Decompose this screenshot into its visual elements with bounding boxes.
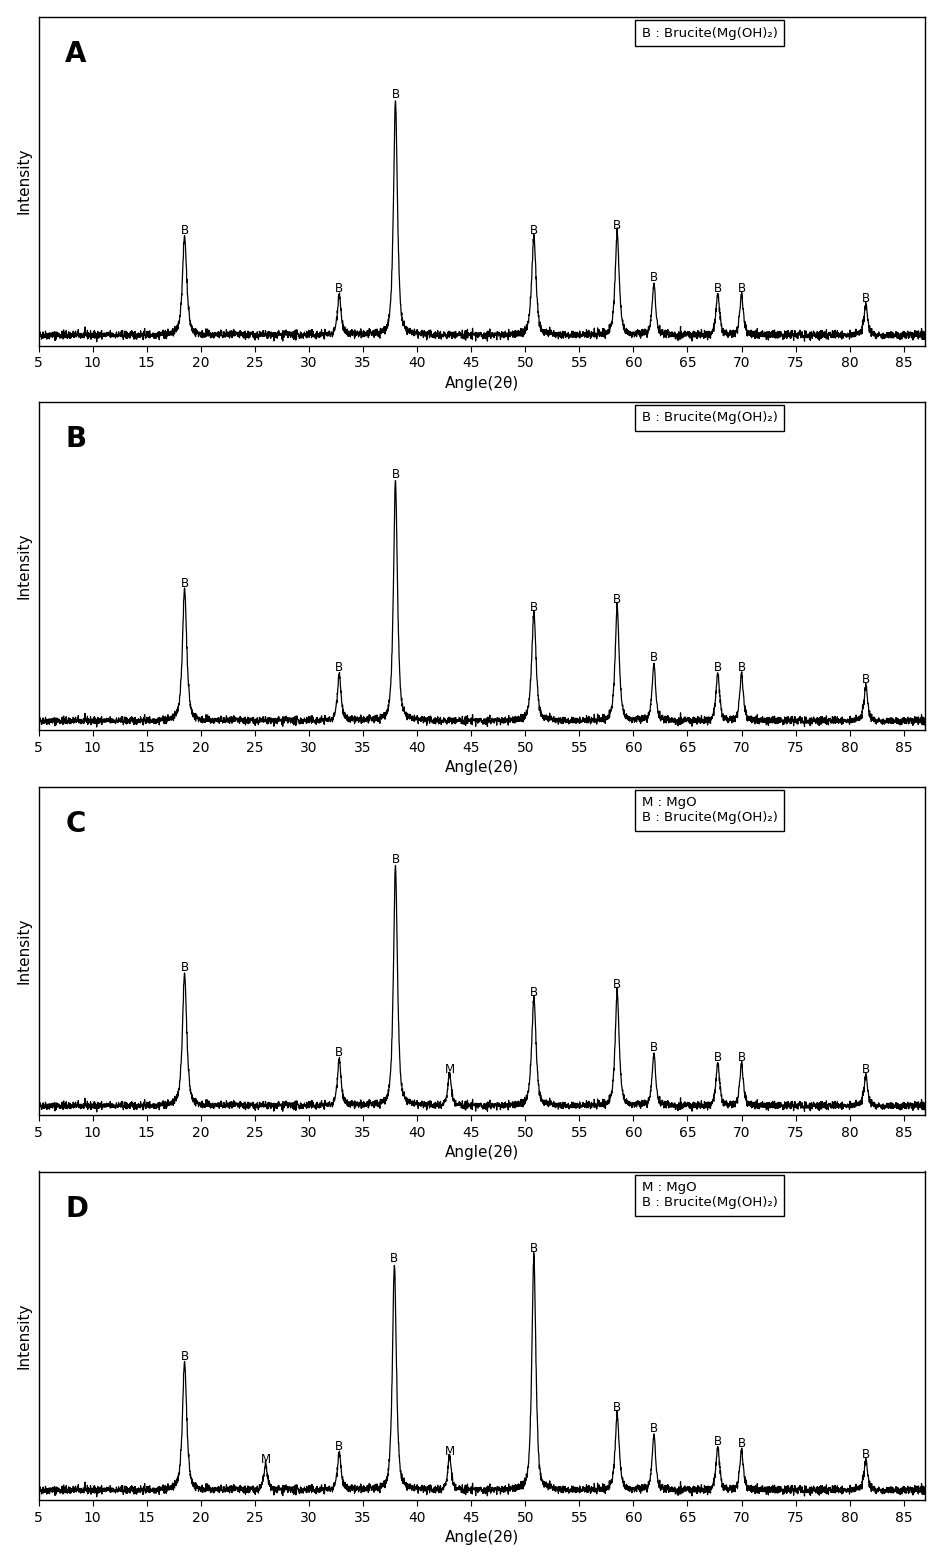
Text: B: B bbox=[738, 661, 745, 673]
Y-axis label: Intensity: Intensity bbox=[17, 148, 32, 214]
Text: B: B bbox=[613, 1401, 621, 1414]
Text: M: M bbox=[261, 1453, 270, 1465]
Text: B: B bbox=[391, 853, 399, 865]
Text: A: A bbox=[65, 39, 87, 67]
Text: B: B bbox=[390, 1253, 398, 1265]
Text: B: B bbox=[714, 281, 722, 295]
Text: M: M bbox=[445, 1445, 455, 1457]
Text: B: B bbox=[862, 292, 869, 305]
Y-axis label: Intensity: Intensity bbox=[17, 918, 32, 984]
X-axis label: Angle(2θ): Angle(2θ) bbox=[445, 1531, 519, 1545]
Text: B: B bbox=[181, 962, 188, 975]
Text: B: B bbox=[65, 425, 87, 453]
Text: B: B bbox=[650, 272, 658, 284]
Text: D: D bbox=[65, 1195, 89, 1223]
X-axis label: Angle(2θ): Angle(2θ) bbox=[445, 1145, 519, 1161]
Y-axis label: Intensity: Intensity bbox=[17, 533, 32, 600]
Text: M: M bbox=[445, 1062, 455, 1076]
Text: B: B bbox=[613, 594, 621, 606]
Text: B: B bbox=[391, 89, 399, 102]
Text: B: B bbox=[862, 673, 869, 686]
Text: C: C bbox=[65, 809, 86, 837]
X-axis label: Angle(2θ): Angle(2θ) bbox=[445, 375, 519, 390]
Text: B: B bbox=[613, 219, 621, 233]
X-axis label: Angle(2θ): Angle(2θ) bbox=[445, 761, 519, 775]
Text: B: B bbox=[650, 651, 658, 664]
Text: B: B bbox=[714, 1435, 722, 1448]
Text: B: B bbox=[738, 281, 745, 295]
Text: B: B bbox=[335, 1047, 343, 1059]
Text: B: B bbox=[650, 1040, 658, 1054]
Text: B : Brucite(Mg(OH)₂): B : Brucite(Mg(OH)₂) bbox=[642, 27, 777, 39]
Text: B: B bbox=[335, 1440, 343, 1453]
Text: B: B bbox=[862, 1448, 869, 1460]
Text: B: B bbox=[738, 1437, 745, 1450]
Text: B: B bbox=[738, 1051, 745, 1064]
Text: B: B bbox=[613, 978, 621, 992]
Text: B: B bbox=[335, 661, 343, 673]
Text: B: B bbox=[529, 1242, 538, 1256]
Text: B: B bbox=[181, 225, 188, 237]
Y-axis label: Intensity: Intensity bbox=[17, 1303, 32, 1370]
Text: M : MgO
B : Brucite(Mg(OH)₂): M : MgO B : Brucite(Mg(OH)₂) bbox=[642, 1181, 777, 1209]
Text: B: B bbox=[391, 469, 399, 481]
Text: B: B bbox=[181, 1350, 188, 1364]
Text: B: B bbox=[529, 986, 538, 998]
Text: B: B bbox=[650, 1421, 658, 1435]
Text: B: B bbox=[335, 281, 343, 295]
Text: B : Brucite(Mg(OH)₂): B : Brucite(Mg(OH)₂) bbox=[642, 411, 777, 425]
Text: B: B bbox=[714, 1051, 722, 1064]
Text: B: B bbox=[714, 661, 722, 673]
Text: B: B bbox=[529, 601, 538, 614]
Text: B: B bbox=[181, 576, 188, 589]
Text: B: B bbox=[529, 225, 538, 237]
Text: B: B bbox=[862, 1062, 869, 1076]
Text: M : MgO
B : Brucite(Mg(OH)₂): M : MgO B : Brucite(Mg(OH)₂) bbox=[642, 797, 777, 825]
